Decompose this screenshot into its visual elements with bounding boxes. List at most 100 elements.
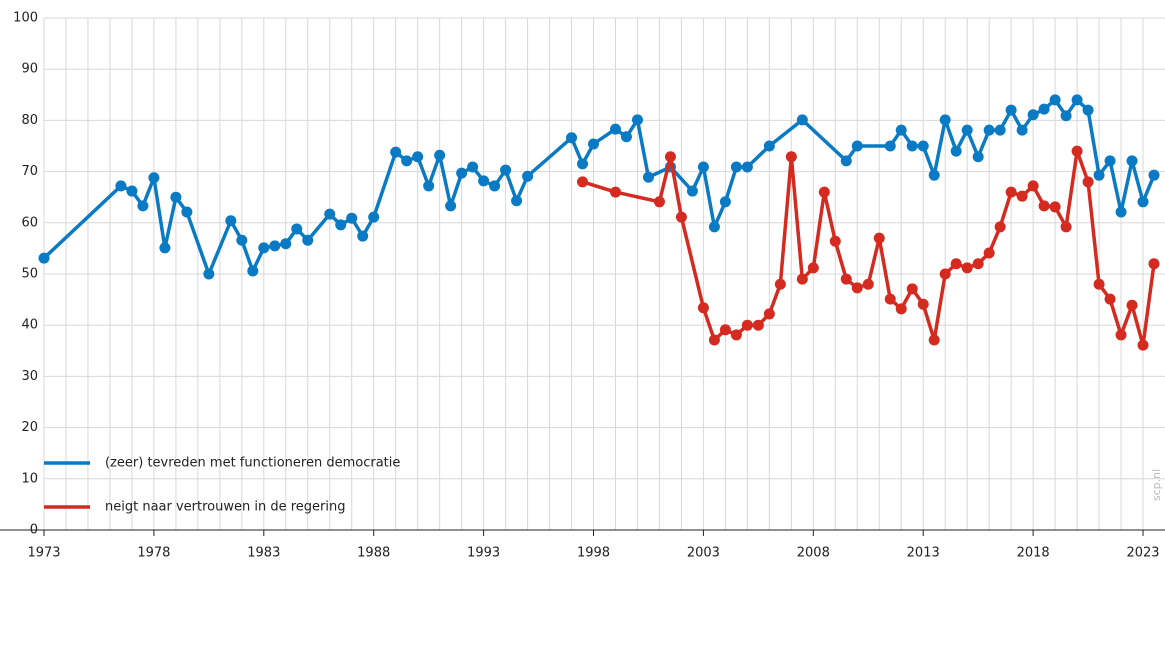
data-point	[335, 219, 347, 231]
data-point	[972, 258, 984, 270]
data-point	[577, 158, 589, 170]
y-tick-label: 50	[21, 267, 38, 282]
data-point	[675, 211, 687, 223]
y-tick-label: 40	[21, 318, 38, 333]
data-point	[796, 114, 808, 126]
data-point	[785, 151, 797, 163]
data-point	[697, 302, 709, 314]
data-point	[1082, 176, 1094, 188]
x-tick-label: 2023	[1126, 546, 1159, 561]
data-point	[258, 242, 270, 254]
data-point	[566, 132, 578, 144]
data-point	[225, 215, 237, 227]
y-tick-label: 30	[21, 369, 38, 384]
data-point	[1027, 109, 1039, 121]
data-point	[653, 196, 665, 208]
data-point	[1071, 94, 1083, 106]
data-point	[774, 278, 786, 290]
data-point	[478, 175, 490, 187]
data-point	[983, 247, 995, 259]
x-tick-label: 2003	[687, 546, 720, 561]
data-point	[950, 258, 962, 270]
data-point	[1104, 293, 1116, 305]
data-point	[763, 308, 775, 320]
data-point	[357, 230, 369, 242]
data-point	[664, 151, 676, 163]
data-point	[796, 273, 808, 285]
data-point	[697, 161, 709, 173]
data-point	[1060, 110, 1072, 122]
data-point	[642, 171, 654, 183]
data-point	[620, 131, 632, 143]
data-point	[950, 145, 962, 157]
data-point	[730, 161, 742, 173]
data-point	[1104, 155, 1116, 167]
data-point	[38, 252, 50, 264]
x-tick-label: 2008	[797, 546, 830, 561]
data-point	[577, 176, 589, 188]
data-point	[686, 185, 698, 197]
data-point	[1093, 278, 1105, 290]
x-tick-label: 1973	[27, 546, 60, 561]
data-point	[148, 172, 160, 184]
data-point	[390, 146, 402, 158]
data-point	[763, 140, 775, 152]
data-point	[324, 208, 336, 220]
data-point	[1115, 206, 1127, 218]
data-point	[961, 124, 973, 136]
y-tick-label: 70	[21, 164, 38, 179]
data-point	[467, 161, 479, 173]
data-point	[631, 114, 643, 126]
y-tick-label: 20	[21, 420, 38, 435]
data-point	[423, 180, 435, 192]
data-point	[939, 268, 951, 280]
data-point	[181, 206, 193, 218]
data-point	[1005, 104, 1017, 116]
data-point	[928, 334, 940, 346]
data-point	[906, 140, 918, 152]
data-point	[840, 155, 852, 167]
data-point	[851, 140, 863, 152]
series-line	[582, 149, 1156, 347]
data-point	[994, 221, 1006, 233]
x-tick-label: 1983	[247, 546, 280, 561]
data-point	[708, 334, 720, 346]
y-tick-label: 80	[21, 113, 38, 128]
data-point	[1082, 104, 1094, 116]
data-point	[829, 235, 841, 247]
data-point	[1016, 124, 1028, 136]
data-point	[170, 191, 182, 203]
data-point	[708, 221, 720, 233]
data-point	[1038, 103, 1050, 115]
data-point	[368, 211, 380, 223]
data-point	[1137, 339, 1149, 351]
data-point	[511, 195, 523, 207]
data-point	[895, 124, 907, 136]
data-point	[1038, 200, 1050, 212]
data-point	[1027, 180, 1039, 192]
data-point	[434, 149, 446, 161]
data-point	[126, 185, 138, 197]
data-point	[1126, 155, 1138, 167]
data-point	[851, 282, 863, 294]
data-point	[137, 200, 149, 212]
data-point	[807, 262, 819, 274]
data-point	[862, 278, 874, 290]
x-tick-label: 1998	[577, 546, 610, 561]
data-point	[719, 196, 731, 208]
data-point	[983, 124, 995, 136]
data-point	[840, 273, 852, 285]
data-point	[1049, 201, 1061, 213]
data-point	[1148, 169, 1160, 181]
data-point	[236, 234, 248, 246]
data-point	[906, 283, 918, 295]
data-point	[917, 140, 929, 152]
data-point	[961, 262, 973, 274]
data-point	[1060, 221, 1072, 233]
data-point	[489, 180, 501, 192]
data-point	[928, 169, 940, 181]
legend-label: neigt naar vertrouwen in de regering	[105, 500, 346, 515]
data-point	[895, 303, 907, 315]
